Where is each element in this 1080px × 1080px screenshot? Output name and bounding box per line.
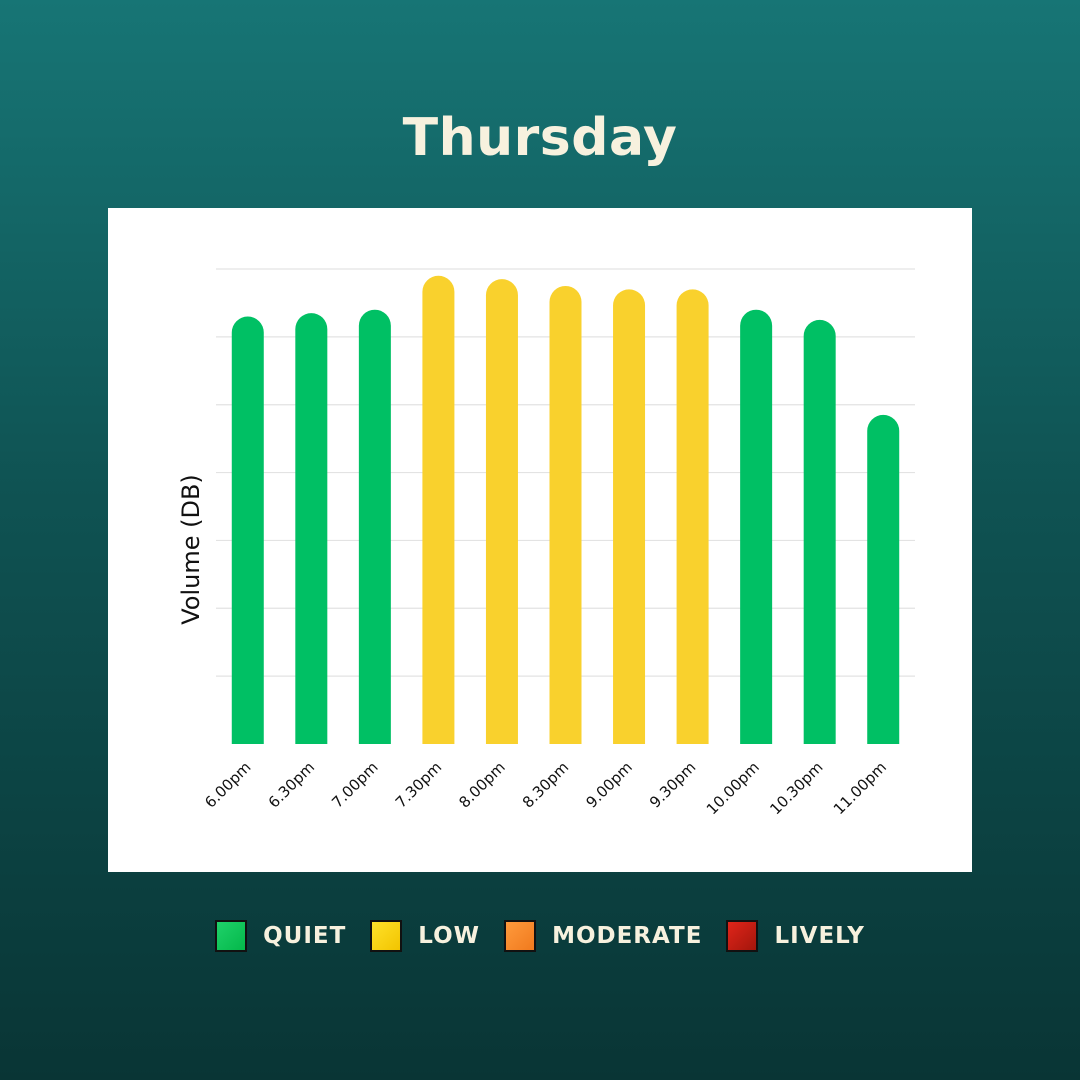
y-axis-label: Volume (DB) — [177, 474, 205, 625]
legend-item-moderate: MODERATE — [504, 920, 702, 952]
x-tick-label: 7.00pm — [328, 758, 381, 811]
bar-7.30pm — [422, 275, 455, 744]
x-tick-label: 10.00pm — [703, 758, 763, 818]
bar-6.00pm — [231, 316, 264, 744]
legend-swatch — [726, 920, 759, 952]
legend-swatch — [215, 920, 248, 952]
bar-8.00pm — [485, 279, 518, 744]
x-tick-label: 7.30pm — [392, 758, 445, 811]
bar-11.00pm — [867, 414, 900, 744]
bar-10.00pm — [740, 309, 773, 744]
legend-item-low: LOW — [370, 920, 480, 952]
legend-item-lively: LIVELY — [726, 920, 864, 952]
x-tick-label: 11.00pm — [830, 758, 890, 818]
bar-chart: Volume (DB) 6.00pm 6.30pm 7.00pm 7.30pm 8.00p… — [177, 268, 915, 818]
x-tick-label: 8.00pm — [455, 758, 508, 811]
x-tick-label: 9.00pm — [582, 758, 635, 811]
bar-9.00pm — [613, 289, 646, 744]
bar-8.30pm — [549, 285, 582, 744]
x-tick-label: 10.30pm — [766, 758, 826, 818]
chart-title: Thursday — [402, 108, 678, 168]
bar-6.30pm — [295, 313, 328, 744]
legend-label: QUIET — [263, 923, 347, 949]
bar-9.30pm — [676, 289, 709, 744]
x-tick-label: 6.00pm — [201, 758, 254, 811]
legend-label: LOW — [418, 923, 481, 949]
legend-swatch — [370, 920, 403, 952]
x-tick-label: 8.30pm — [519, 758, 572, 811]
chart-panel: Volume (DB) 6.00pm 6.30pm 7.00pm 7.30pm 8.00p… — [108, 208, 972, 872]
legend-swatch — [504, 920, 537, 952]
legend-label: LIVELY — [774, 923, 865, 949]
x-tick-label: 6.30pm — [265, 758, 318, 811]
legend: QUIET LOW MODERATE LIVELY — [0, 920, 1080, 952]
bar-7.00pm — [358, 309, 391, 744]
x-tick-label: 9.30pm — [646, 758, 699, 811]
legend-label: MODERATE — [552, 923, 703, 949]
legend-item-quiet: QUIET — [215, 920, 346, 952]
bar-10.30pm — [803, 319, 836, 744]
